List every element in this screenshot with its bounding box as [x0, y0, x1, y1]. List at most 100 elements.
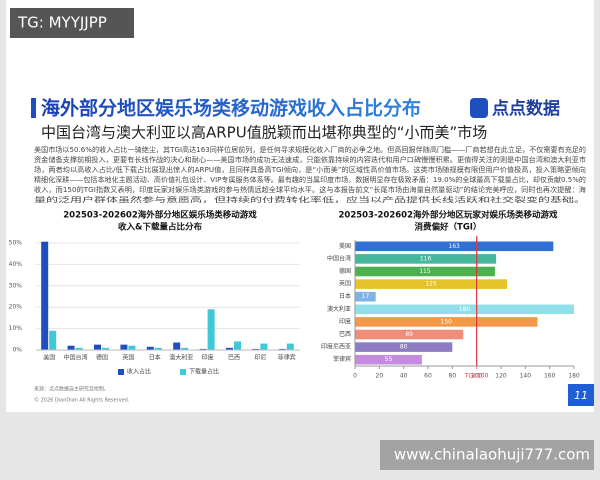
y-tick-label: 10%: [9, 325, 23, 332]
bar: [355, 254, 497, 264]
watermark-box: [10, 8, 134, 38]
bar: [41, 241, 49, 350]
site-band: [380, 440, 594, 470]
bar: [252, 348, 260, 350]
bar: [154, 347, 162, 350]
x-tick-label: 菲律宾: [278, 354, 296, 362]
y-tick-label: 印度尼西亚: [321, 343, 351, 351]
bar: [146, 346, 154, 350]
bar: [173, 342, 181, 350]
x-tick-label: 80: [449, 373, 457, 380]
x-tick-label: 40: [400, 373, 408, 380]
paragraph-line: 场，两者均以高收入占比/低下载占比展现出惊人的ARPU值，且同样具备高TGI倾向…: [34, 165, 586, 174]
y-tick-label: 中国台湾: [327, 254, 351, 262]
y-tick-label: 菲律宾: [333, 355, 351, 363]
bar: [102, 347, 109, 350]
bar: [181, 347, 189, 350]
legend-swatch: [118, 369, 124, 375]
bar: [355, 291, 376, 302]
x-tick-label: 0: [353, 373, 357, 380]
y-tick-label: 澳大利亚: [327, 305, 351, 313]
source: 来源：点点数据自主研究及绘制。: [34, 386, 109, 393]
paragraph-line: 资金储备支撑前期投入，更要有长线作战的决心和耐心——美国市场的成功无法速成，只能…: [34, 155, 586, 164]
value-label: 163: [448, 243, 460, 250]
page-number: 11: [574, 389, 588, 402]
site-watermark: www.chinalaohuji777.com: [394, 446, 590, 464]
title-accent: [31, 98, 36, 118]
bar: [75, 347, 83, 350]
paragraph: 美国市场以50.6%的收入占比一骑绝尘，其TGI高达163同样位居前列，是任何寻…: [34, 145, 586, 204]
bar: [120, 344, 128, 350]
bar: [67, 345, 75, 350]
y-tick-label: 30%: [9, 282, 23, 289]
value-label: 116: [420, 255, 432, 262]
x-tick-label: 20: [376, 373, 384, 380]
legend-swatch: [180, 369, 186, 375]
paragraph-line: 美国市场以50.6%的收入占比一骑绝尘，其TGI高达163同样位居前列，是任何寻…: [34, 145, 586, 154]
x-tick-label: 60: [424, 373, 432, 380]
bar: [207, 309, 215, 350]
paragraph-line: 收入，而150的TGI指数又表明，印度玩家对娱乐场类游戏的参与热情远超全球平均水…: [34, 185, 586, 194]
x-tick-label: 印尼: [254, 355, 266, 362]
bar: [355, 266, 495, 277]
y-tick-label: 英国: [339, 280, 351, 288]
chart-title: 202503-202602海外部分地区娱乐场类移动游戏: [63, 210, 257, 221]
bar: [94, 344, 101, 350]
bar: [355, 354, 422, 365]
value-label: 150: [441, 318, 453, 325]
paragraph-line: 精细化深耕——包括本地化主题活动、高价值礼包设计、VIP专属服务体系等。最有趣的…: [34, 175, 586, 184]
value-label: 17: [362, 293, 370, 300]
x-tick-label: 巴西: [228, 355, 240, 362]
slide-bg: [6, 0, 594, 412]
x-tick-label: 100: [471, 373, 483, 380]
bar: [278, 348, 286, 350]
y-tick-label: 日本: [339, 292, 351, 300]
x-tick-label: 180: [568, 373, 580, 380]
x-tick-label: 日本: [149, 354, 161, 362]
x-tick-label: 英国: [122, 354, 134, 362]
y-tick-label: 印度: [339, 317, 351, 325]
legend-label: 下载量占比: [189, 368, 219, 376]
y-tick-label: 0%: [12, 347, 22, 354]
y-tick-label: 巴西: [339, 331, 351, 338]
bar: [286, 343, 294, 350]
value-label: 115: [419, 268, 431, 275]
y-tick-label: 40%: [9, 261, 23, 268]
x-tick-label: 120: [495, 373, 507, 380]
chart-title: 202503-202602海外部分地区玩家对娱乐场类移动游戏: [338, 210, 558, 221]
bar: [355, 329, 464, 340]
x-tick-label: 印度: [202, 354, 214, 362]
subtitle: 中国台湾与澳大利亚以高ARPU值脱颖而出堪称典型的“小而美”市场: [41, 124, 487, 142]
bar: [355, 342, 453, 352]
value-label: 180: [459, 306, 471, 313]
x-tick-label: 140: [520, 373, 532, 380]
value-label: 125: [425, 281, 437, 288]
copyright: © 2026 DianDian All Rights Reserved.: [34, 397, 130, 404]
bar: [49, 330, 57, 350]
bar: [355, 317, 538, 327]
x-tick-label: 美国: [43, 354, 55, 362]
logo: 点点数据: [492, 98, 560, 119]
y-tick-label: 20%: [9, 304, 23, 311]
chart-title: 消费偏好（TGI）: [415, 222, 482, 233]
page-badge: [568, 384, 594, 406]
bar: [199, 348, 207, 350]
x-tick-label: 澳大利亚: [169, 354, 193, 362]
logo-icon: [470, 98, 488, 118]
bar: [260, 343, 268, 350]
title: 海外部分地区娱乐场类移动游戏收入占比分布: [41, 97, 421, 120]
bar: [234, 341, 241, 350]
bar: [226, 347, 233, 350]
reference-label: TGI:100: [464, 373, 489, 380]
legend-label: 收入占比: [127, 368, 151, 376]
watermark: TG: MYYJJPP: [17, 14, 107, 32]
value-label: 80: [400, 344, 408, 351]
bar: [128, 345, 136, 350]
bar: [355, 279, 508, 289]
y-tick-label: 50%: [9, 240, 23, 247]
x-tick-label: 160: [544, 373, 556, 380]
bar: [355, 304, 574, 315]
paragraph-line: 量的泛用户群体虽然参与意愿高，但持续的付费转化率低，应当以产品提供长线活跃和社交…: [34, 195, 586, 204]
